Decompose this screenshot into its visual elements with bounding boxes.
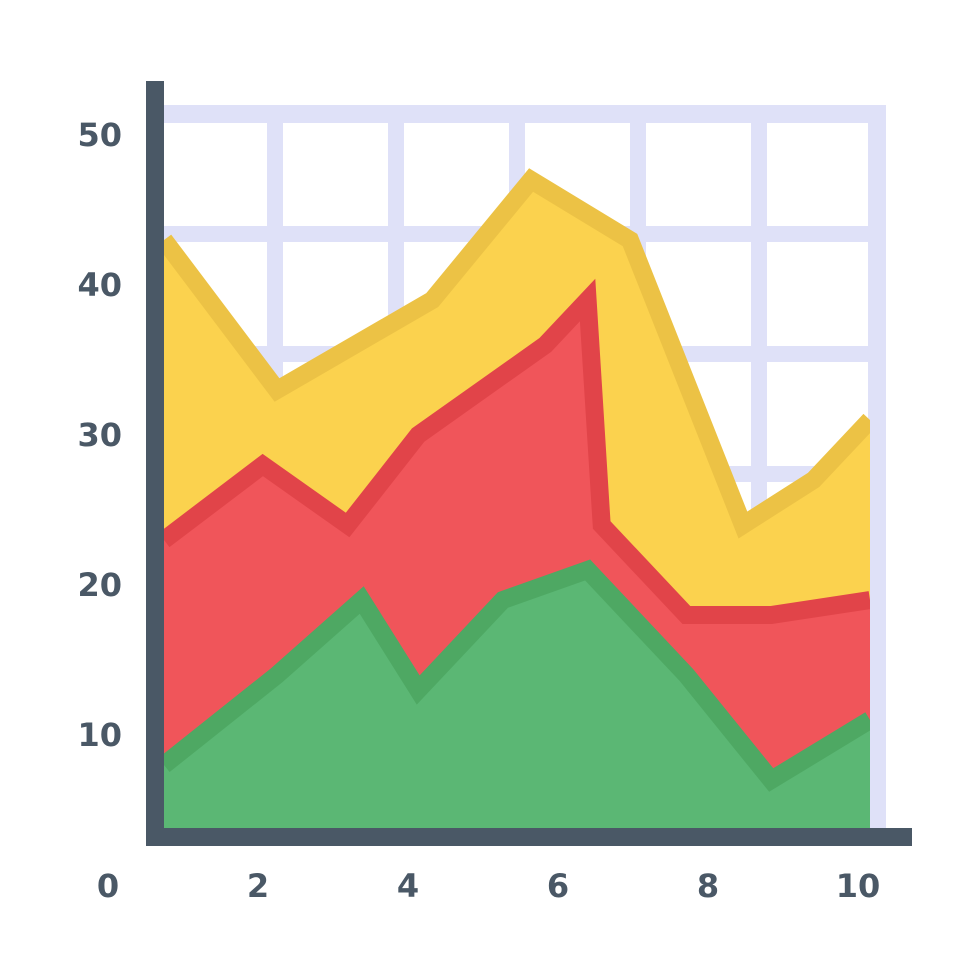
- axes: [146, 81, 912, 846]
- y-tick-label: 10: [77, 716, 122, 754]
- area-series-green-edge: [164, 559, 870, 792]
- y-tick-label: 50: [77, 116, 122, 154]
- x-tick-label: 6: [547, 867, 569, 905]
- y-axis-line: [146, 81, 164, 846]
- y-tick-label: 20: [77, 566, 122, 604]
- y-tick-label: 30: [77, 416, 122, 454]
- x-tick-label: 4: [397, 867, 419, 905]
- area-series-yellow-edge: [164, 168, 870, 539]
- x-tick-label: 2: [247, 867, 269, 905]
- area-series-red-edge: [164, 278, 870, 624]
- y-tick-labels: 10 20 30 40 50: [77, 116, 122, 754]
- x-tick-labels: 0 2 4 6 8 10: [97, 867, 880, 905]
- y-tick-label: 40: [77, 266, 122, 304]
- area-series-group: [164, 168, 870, 828]
- x-tick-label: 10: [836, 867, 881, 905]
- x-tick-label: 0: [97, 867, 119, 905]
- grid-right-border: [868, 105, 886, 831]
- x-axis-line: [146, 828, 912, 846]
- x-tick-label: 8: [697, 867, 719, 905]
- area-series-green: [164, 570, 870, 828]
